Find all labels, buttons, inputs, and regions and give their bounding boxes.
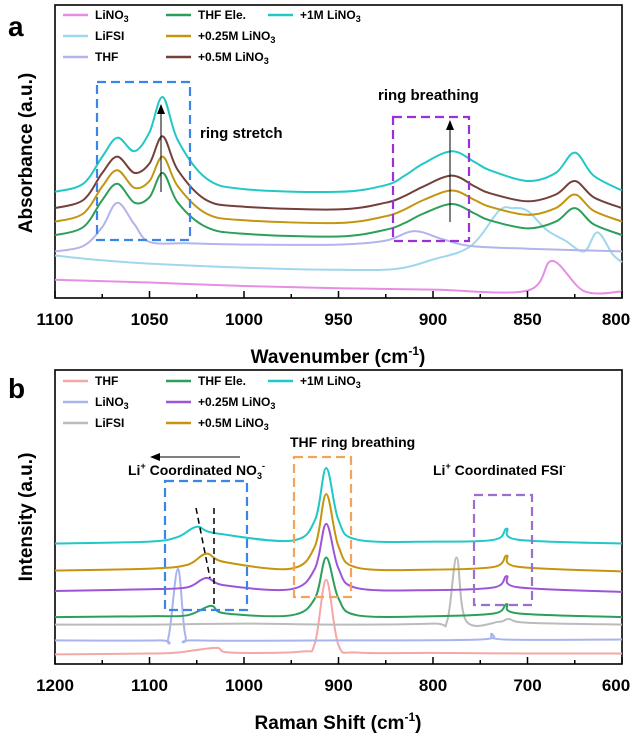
ring-breathing-box [391,115,471,243]
legend-a-item-1: LiNO3 [95,8,129,24]
panel-b-xlabel: Raman Shift (cm-1) [255,710,422,734]
x-tick-label: 950 [324,310,352,329]
legend-a-item-7: +0.5M LiNO3 [198,50,269,66]
shift-arrow-head [150,453,160,461]
fsi-box [472,493,534,607]
ring-stretch-box [95,80,192,242]
panel-b-frame [54,369,623,665]
series-line-7 [54,96,623,194]
x-tick-label: 700 [513,676,541,695]
x-tick-label: 1050 [131,310,169,329]
panel-b-legend: THF THF Ele. +1M LiNO3 LiNO3 +0.25M LiNO… [63,374,361,432]
legend-b-item-2: THF Ele. [198,374,246,388]
x-tick-label: 1000 [225,676,263,695]
panel-b: b THF THF Ele. +1M LiNO3 LiNO3 +0.25M Li… [8,369,630,734]
x-tick-label: 1200 [36,676,74,695]
thf-ring-breathing-box [292,455,353,599]
panel-b-ylabel: Intensity (a.u.) [16,453,37,582]
series-line-5 [54,522,623,593]
panel-a-ylabel: Absorbance (a.u.) [16,73,37,233]
panel-a-frame [54,4,623,299]
legend-b-item-6: LiFSI [95,416,124,430]
legend-b-item-5: +0.25M LiNO3 [198,395,275,411]
series-line-7 [54,466,623,545]
panel-b-label: b [8,373,25,404]
ring-breathing-arrow-head [446,120,454,130]
panel-b-ticks [54,657,623,664]
series-line-3 [54,201,623,253]
legend-b-item-3: +1M LiNO3 [300,374,361,390]
legend-b-item-1: THF [95,374,118,388]
legend-a-item-2: THF Ele. [198,8,246,22]
panel-b-x-axis: 1200 1100 1000 900 800 700 600 [36,676,630,695]
panel-a-label: a [8,11,24,42]
x-tick-label: 1100 [37,310,74,329]
x-tick-label: 1000 [225,310,263,329]
panel-a-legend: LiNO3 THF Ele. +1M LiNO3 LiFSI +0.25M Li… [63,8,361,66]
series-line-1 [54,259,623,295]
series-line-2 [54,206,623,272]
x-tick-label: 900 [324,676,352,695]
series-line-4 [54,171,623,238]
series-line-5 [54,155,623,225]
panel-a-xlabel: Wavenumber (cm-1) [251,344,426,368]
ring-stretch-label: ring stretch [200,125,283,142]
fsi-label: Li+ Coordinated FSI- [433,461,566,478]
legend-a-item-4: LiFSI [95,29,124,43]
no3-box [163,479,249,612]
legend-b-item-7: +0.5M LiNO3 [198,416,269,432]
thf-ring-breathing-label: THF ring breathing [290,434,415,450]
legend-a-item-5: +0.25M LiNO3 [198,29,275,45]
x-tick-label: 850 [513,310,541,329]
x-tick-label: 600 [602,676,630,695]
x-tick-label: 800 [602,310,630,329]
legend-a-item-6: THF [95,50,118,64]
panel-a-x-axis: 1100 1050 1000 950 900 850 800 [37,310,631,329]
legend-a-item-3: +1M LiNO3 [300,8,361,24]
no3-label: Li+ Coordinated NO3- [128,461,265,481]
series-line-2 [54,567,623,645]
panel-a: a LiNO3 THF Ele. +1M LiNO3 LiFSI +0.25M … [8,4,631,368]
x-tick-label: 1100 [131,676,168,695]
ring-breathing-label: ring breathing [378,87,479,104]
no3-shift-guide-line [195,507,211,579]
panel-b-plot-lines [54,466,623,656]
series-line-1 [54,578,623,656]
series-line-4 [54,556,623,619]
ring-stretch-arrow-head [157,104,165,114]
panel-a-ticks [54,291,623,298]
x-tick-label: 900 [419,310,447,329]
series-line-3 [54,556,623,628]
x-tick-label: 800 [419,676,447,695]
panel-a-plot-lines [54,96,623,295]
series-line-6 [54,493,623,573]
series-line-6 [54,135,623,211]
legend-b-item-4: LiNO3 [95,395,129,411]
